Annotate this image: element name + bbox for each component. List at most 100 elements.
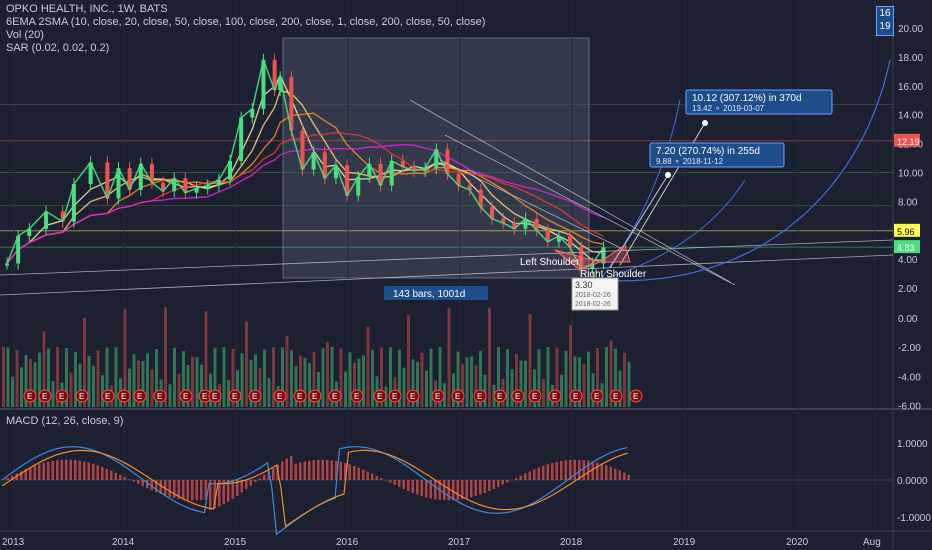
macd-histogram-bar (47, 461, 50, 480)
candle-body (149, 163, 154, 183)
macd-histogram-bar (344, 463, 347, 480)
candle-body (205, 185, 210, 189)
macd-tick-label: 0.0000 (897, 476, 928, 487)
corner-price-box: 16 19 (876, 6, 894, 36)
macd-histogram-bar (546, 464, 549, 480)
volume-bar (362, 355, 365, 407)
candle-body (16, 236, 21, 264)
macd-histogram-bar (155, 480, 158, 493)
macd-histogram-bar (218, 480, 221, 507)
volume-bar (33, 362, 37, 407)
indicator-legend-sar[interactable]: SAR (0.02, 0.02, 0.2) (6, 42, 110, 54)
price-tick-label: 4.00 (898, 255, 918, 266)
earnings-marker (388, 389, 402, 403)
target-line (609, 174, 669, 269)
indicator-legend-ema[interactable]: 6EMA 2SMA (10, close, 20, close, 50, clo… (6, 16, 486, 28)
volume-bar (456, 351, 460, 407)
candle-body (216, 179, 221, 186)
indicator-legend-macd[interactable]: MACD (12, 26, close, 9) (6, 415, 124, 427)
volume-bar (447, 308, 451, 407)
volume-bar (357, 358, 361, 407)
macd-histogram-bar (582, 460, 585, 480)
volume-bar (6, 347, 10, 407)
macd-histogram-bar (254, 480, 257, 482)
moving-average-line (6, 112, 604, 264)
earnings-marker-label: E (183, 392, 188, 401)
macd-histogram-bar (618, 470, 621, 480)
volume-bar (429, 348, 433, 407)
volume-bar (411, 359, 415, 407)
price-tick-label: -2.00 (898, 343, 921, 354)
macd-histogram-bar (447, 480, 450, 501)
volume-bar (128, 368, 131, 407)
macd-histogram-bar (335, 461, 338, 480)
price-tick-label: 8.00 (898, 197, 918, 208)
macd-histogram-bar (87, 462, 90, 480)
candle-body (261, 59, 266, 109)
candle-body (333, 165, 338, 179)
macd-histogram-bar (56, 460, 59, 480)
earnings-marker-label: E (377, 392, 382, 401)
macd-histogram-bar (272, 467, 275, 480)
earnings-marker-label: E (137, 392, 142, 401)
volume-bar (330, 347, 334, 407)
macd-histogram-bar (245, 480, 248, 490)
macd-histogram-bar (317, 459, 320, 480)
candle-body (367, 163, 372, 177)
volume-bar (29, 359, 32, 407)
candle-body (250, 108, 255, 118)
price-tick-label: -6.00 (898, 402, 921, 413)
candle-body (27, 228, 32, 236)
earnings-marker (117, 389, 131, 403)
candle-body (105, 162, 110, 199)
macd-histogram-bar (519, 475, 522, 480)
volume-bar (609, 340, 613, 407)
target2-box (685, 89, 833, 115)
macd-histogram-bar (33, 465, 36, 480)
macd-histogram-bar (240, 480, 243, 493)
volume-bar (173, 347, 176, 407)
macd-histogram-bar (132, 480, 135, 482)
macd-signal-line (1, 449, 628, 528)
time-axis-label: 2020 (786, 537, 809, 548)
macd-histogram-bar (627, 474, 630, 480)
trend-line (409, 99, 731, 283)
volume-bar (627, 361, 631, 407)
macd-histogram-bar (330, 460, 333, 480)
earnings-marker (179, 389, 193, 403)
earnings-marker (451, 389, 465, 403)
candle-body (138, 163, 143, 190)
macd-histogram-bar (231, 480, 234, 499)
candle-body (490, 207, 495, 219)
macd-histogram-bar (200, 480, 203, 501)
earnings-marker-label: E (105, 392, 110, 401)
macd-histogram-bar (326, 459, 329, 480)
earnings-marker (511, 389, 525, 403)
volume-bar (326, 342, 329, 407)
macd-histogram-bar (357, 467, 360, 480)
earnings-marker-label: E (497, 392, 502, 401)
volume-bar (488, 307, 491, 407)
volume-bar (141, 361, 145, 407)
macd-histogram-bar (186, 480, 189, 501)
macd-histogram-bar (123, 477, 126, 480)
time-axis-label: 2014 (112, 537, 135, 548)
volume-bar (371, 350, 374, 407)
volume-bar (281, 347, 284, 407)
macd-histogram-bar (110, 470, 113, 480)
candle-body (183, 178, 188, 193)
macd-tick-label: 1.0000 (897, 439, 928, 450)
price-tick-label: 10.00 (898, 168, 923, 179)
earnings-marker (406, 389, 420, 403)
macd-histogram-bar (542, 465, 545, 480)
macd-histogram-bar (389, 480, 392, 483)
volume-bar (578, 357, 581, 407)
macd-histogram-bar (150, 480, 153, 491)
earnings-marker (153, 389, 167, 403)
indicator-legend-volume[interactable]: Vol (20) (6, 29, 44, 41)
macd-histogram-bar (353, 466, 356, 480)
macd-histogram-bar (452, 480, 455, 501)
candle-body (400, 160, 405, 167)
